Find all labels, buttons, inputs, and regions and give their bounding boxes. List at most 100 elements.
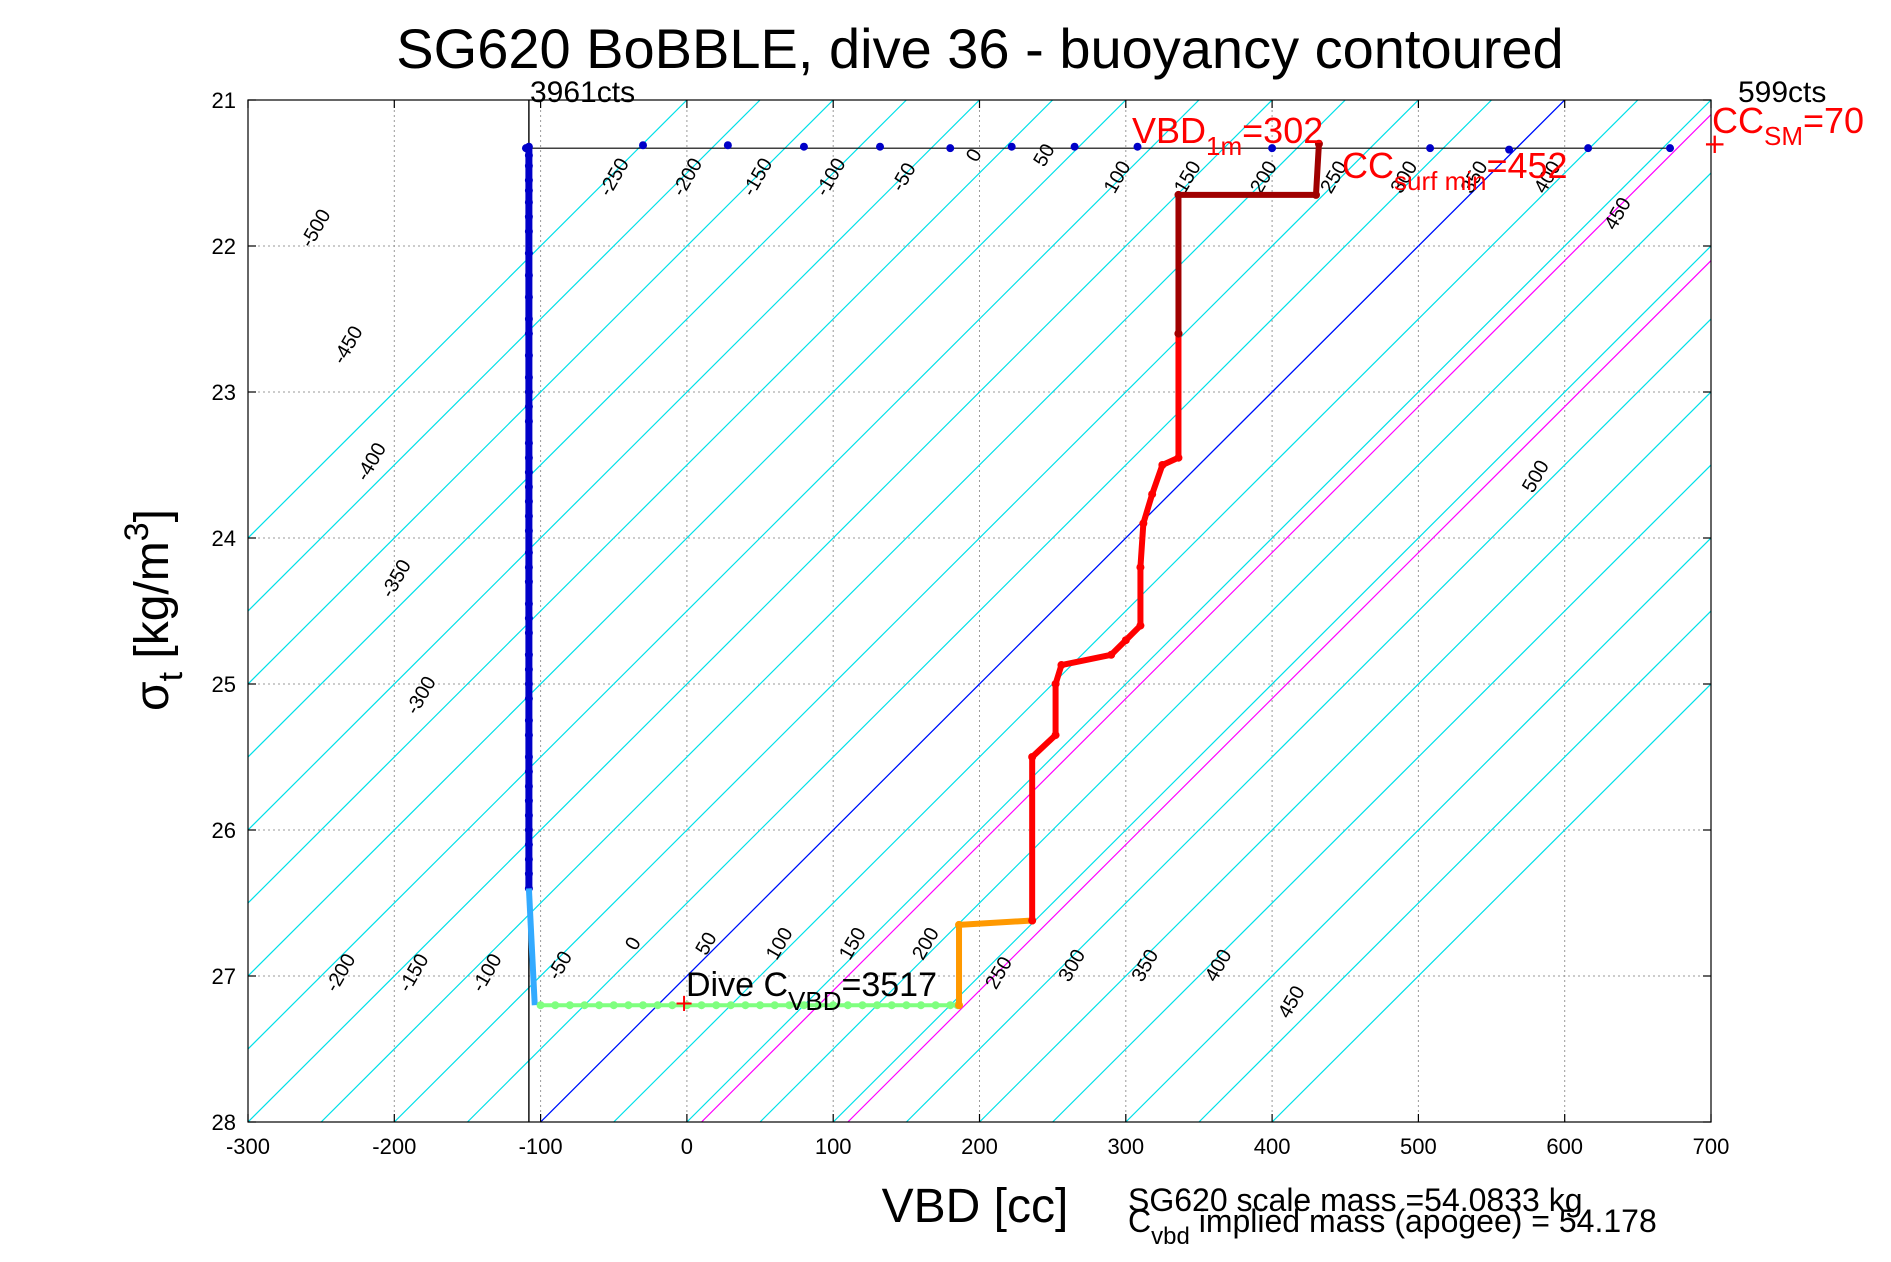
bottom-point (536, 1001, 545, 1010)
bottom-point (653, 1001, 662, 1010)
bottom-point (887, 1001, 896, 1010)
vbd-1m-main: VBD (1132, 110, 1206, 151)
contour-label-bottom: 0 (621, 933, 646, 954)
dive-point (1158, 461, 1167, 469)
contour-label-bottom: 350 (1128, 946, 1164, 986)
x-tick-label: 100 (815, 1134, 852, 1159)
bottom-point (712, 1001, 721, 1010)
x-tick-label: -300 (226, 1134, 270, 1159)
svg-text:σt [kg/m3]: σt [kg/m3] (118, 509, 190, 711)
bottom-point (873, 1001, 882, 1010)
implied-mass-note: Cvbd implied mass (apogee) = 54.178 (1128, 1203, 1657, 1250)
y-axis-subscript: t (152, 671, 190, 681)
contour-label-top: 450 (1600, 194, 1636, 234)
scale-mass-note: SG620 scale mass =54.0833 kg (1128, 1182, 1583, 1218)
x-tick-label: 200 (961, 1134, 998, 1159)
y-tick-label: 24 (212, 526, 236, 551)
dive-point (1107, 650, 1116, 659)
cc-surf-value: =452 (1486, 145, 1567, 186)
bottom-point (595, 1001, 604, 1010)
bottom-point (609, 1001, 618, 1010)
contour-label-top: 200 (1246, 157, 1282, 197)
contour-label-top: 100 (1100, 157, 1136, 197)
dive-point (1028, 916, 1037, 925)
bottom-point (741, 1001, 750, 1010)
cyan-contour (320, 100, 1346, 1122)
cyan-contour (248, 100, 834, 685)
y-tick-label: 28 (212, 1110, 236, 1135)
dive-point (1136, 563, 1145, 572)
contour-label-bottom: 400 (1201, 946, 1237, 986)
bottom-point (756, 1001, 765, 1010)
chart-title: SG620 BoBBLE, dive 36 - buoyancy contour… (396, 17, 1563, 80)
surface-point (1070, 142, 1079, 151)
surface-point (946, 144, 955, 153)
dive-point (1057, 661, 1066, 670)
y-axis-label: σt [kg/m3] (118, 509, 190, 711)
y-tick-label: 25 (212, 672, 236, 697)
x-axis-label: VBD [cc] (882, 1180, 1069, 1233)
y-axis-symbol: σ (126, 681, 179, 711)
y-tick-label: 27 (212, 964, 236, 989)
buoyancy-contours (248, 100, 1711, 1122)
dive-c-value: =3517 (842, 966, 938, 1004)
bottom-point (829, 1001, 838, 1010)
surface-point (1584, 144, 1593, 153)
dive-point (1311, 190, 1320, 199)
vbd-1m-sub: 1m (1206, 131, 1242, 161)
contour-label-top: 150 (1170, 157, 1206, 197)
bottom-point (697, 1001, 706, 1010)
bottom-point (726, 1001, 735, 1010)
x-tick-label: 700 (1693, 1134, 1730, 1159)
y-tick-label: 21 (212, 88, 236, 113)
magenta-contour (701, 113, 1711, 1122)
dive-point (1174, 453, 1183, 462)
y-axis-superscript: 3 (118, 522, 156, 541)
dive-point (1174, 190, 1183, 199)
contour-label-top: 500 (1518, 457, 1554, 497)
cyan-contour (979, 391, 1711, 1122)
y-tick-label: 22 (212, 234, 236, 259)
contour-label-bottom: -50 (544, 948, 578, 984)
x-tick-label: -100 (519, 1134, 563, 1159)
surface-point (1426, 144, 1435, 153)
cyan-contour (248, 100, 761, 612)
vbd-1m-value: =302 (1242, 110, 1323, 151)
bottom-point (551, 1001, 560, 1010)
surface-point (639, 141, 648, 150)
implied-main: C (1128, 1203, 1151, 1239)
cyan-contour (759, 172, 1711, 1122)
cyan-contour (686, 100, 1711, 1122)
climb-tail (525, 888, 538, 1006)
cc-sm-sub: SM (1764, 121, 1803, 151)
contour-label-bottom: 300 (1054, 946, 1090, 986)
x-tick-label: 300 (1107, 1134, 1144, 1159)
contour-label-bottom: 200 (908, 924, 944, 964)
bottom-point (770, 1001, 779, 1010)
contour-label-top: -300 (402, 673, 441, 719)
cc-sm-value: =70 (1803, 100, 1864, 141)
dive-point (955, 920, 964, 929)
cyan-contour (1052, 464, 1711, 1122)
dive-point (1148, 490, 1157, 499)
dive-point (1136, 621, 1145, 630)
cc-surf-min-annotation: CCsurf min=452 (1342, 145, 1568, 196)
top-left-counts: 3961cts (530, 76, 635, 109)
zero-buoyancy-line (540, 100, 1566, 1122)
bottom-point (814, 1001, 823, 1010)
dive-c-main: Dive C (686, 966, 788, 1004)
implied-sub: vbd (1151, 1223, 1190, 1250)
bottom-point (916, 1001, 925, 1010)
cyan-contour (613, 100, 1639, 1122)
surface-point (1007, 142, 1016, 151)
bottom-point (682, 1001, 691, 1010)
surface-point (1505, 145, 1514, 154)
magenta-contour (847, 259, 1711, 1122)
x-tick-label: 0 (681, 1134, 693, 1159)
dive-point (1028, 753, 1037, 761)
contour-label-bottom: -150 (394, 950, 433, 996)
cyan-contour (248, 100, 1054, 904)
cyan-contour (248, 100, 980, 831)
surface-point (876, 142, 885, 151)
